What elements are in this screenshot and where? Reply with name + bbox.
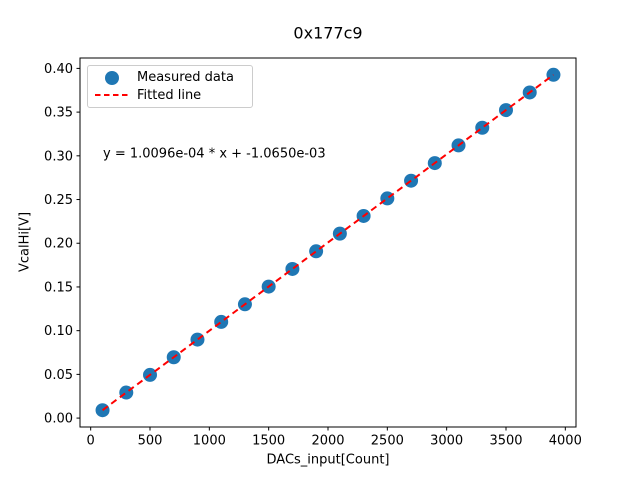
data-point [475,120,490,135]
y-tick-label: 0.30 [44,149,73,164]
y-tick-label: 0.10 [44,324,73,339]
x-tick-label: 3000 [430,434,463,449]
fit-equation-annotation: y = 1.0096e-04 * x + -1.0650e-03 [103,146,326,162]
fitted-line [101,74,555,411]
y-tick-label: 0.15 [44,280,73,295]
measured-data-marker-icon [94,70,130,86]
y-tick-label: 0.40 [44,62,73,77]
data-point [95,403,110,418]
y-axis-label: VcalHi[V] [17,211,33,273]
x-tick-label: 500 [138,434,163,449]
x-axis-label: DACs_input[Count] [266,452,390,468]
legend-label-fitted-line: Fitted line [137,87,202,103]
y-tick-label: 0.35 [44,106,73,121]
data-series [95,67,561,418]
data-point [190,332,205,347]
x-tick-label: 2500 [371,434,404,449]
x-axis-ticks: 0 500 1000 1500 2000 2500 3000 3500 4000 [87,427,582,449]
y-tick-label: 0.25 [44,193,73,208]
legend: Measured data Fitted line [87,65,253,108]
legend-label-measured-data: Measured data [137,70,234,86]
x-tick-label: 1000 [193,434,226,449]
y-tick-label: 0.00 [44,412,73,427]
legend-item-measured-data: Measured data [94,69,246,87]
legend-item-fitted-line: Fitted line [94,87,246,105]
y-tick-label: 0.20 [44,237,73,252]
y-tick-label: 0.05 [44,368,73,383]
x-tick-label: 3500 [489,434,522,449]
x-tick-label: 1500 [252,434,285,449]
fitted-line-sample-icon [94,87,130,103]
x-tick-label: 2000 [311,434,344,449]
x-tick-label: 0 [87,434,95,449]
data-point [214,314,229,329]
x-tick-label: 4000 [549,434,582,449]
chart-title: 0x177c9 [293,23,363,43]
y-axis-ticks: 0.00 0.05 0.10 0.15 0.20 0.25 0.30 0.35 0.40 [44,62,80,427]
